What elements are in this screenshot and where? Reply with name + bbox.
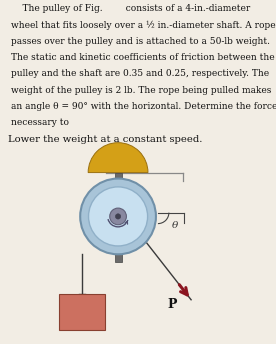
Text: The static and kinetic coefficients of friction between the: The static and kinetic coefficients of f…: [11, 53, 275, 62]
Circle shape: [110, 208, 126, 225]
Text: passes over the pulley and is attached to a 50-lb weight.: passes over the pulley and is attached t…: [11, 36, 270, 46]
Text: P: P: [168, 298, 177, 311]
Text: weight of the pulley is 2 lb. The rope being pulled makes: weight of the pulley is 2 lb. The rope b…: [11, 86, 271, 95]
Text: wheel that fits loosely over a ½ in.-diameter shaft. A rope: wheel that fits loosely over a ½ in.-dia…: [11, 20, 276, 30]
Circle shape: [80, 179, 156, 254]
Circle shape: [115, 214, 121, 219]
Text: Lower the weight at a constant speed.: Lower the weight at a constant speed.: [9, 135, 203, 144]
Text: an angle θ = 90° with the horizontal. Determine the force: an angle θ = 90° with the horizontal. De…: [11, 102, 276, 111]
Text: The pulley of Fig.        consists of a 4-in.-diameter: The pulley of Fig. consists of a 4-in.-d…: [11, 4, 250, 13]
Wedge shape: [88, 143, 148, 173]
Bar: [59, 294, 105, 330]
Bar: [115, 173, 121, 262]
Text: θ: θ: [172, 221, 178, 229]
Text: pulley and the shaft are 0.35 and 0.25, respectively. The: pulley and the shaft are 0.35 and 0.25, …: [11, 69, 269, 78]
Circle shape: [89, 187, 148, 246]
Text: necessary to: necessary to: [11, 118, 69, 127]
